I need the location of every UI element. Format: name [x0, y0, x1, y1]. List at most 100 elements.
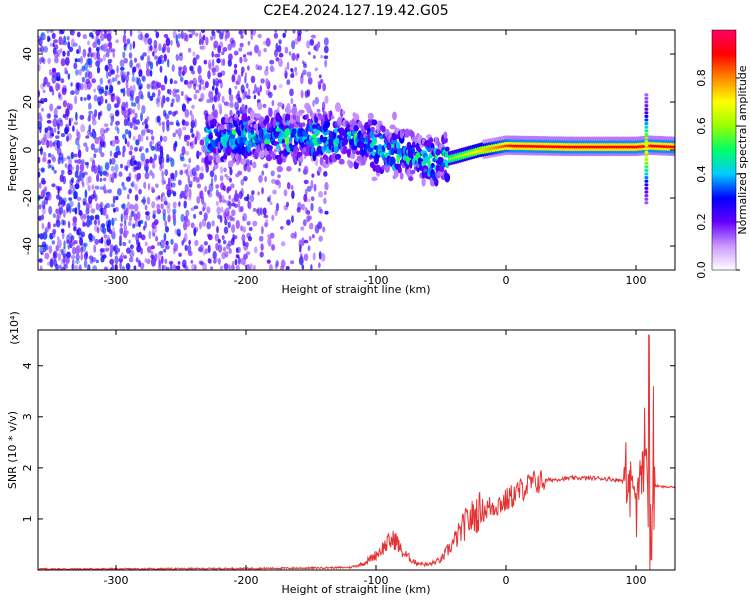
- heatmap-cell: [136, 211, 141, 221]
- heatmap-cell: [141, 129, 146, 136]
- heatmap-cell: [103, 266, 109, 270]
- heatmap-cell: [250, 30, 253, 35]
- heatmap-cell: [112, 77, 115, 83]
- heatmap-cell: [105, 99, 108, 104]
- heatmap-cell: [274, 30, 278, 33]
- heatmap-cell: [462, 147, 465, 152]
- heatmap-cell: [589, 136, 593, 141]
- heatmap-cell: [367, 147, 374, 153]
- heatmap-cell: [162, 43, 167, 52]
- heatmap-cell: [427, 158, 431, 168]
- heatmap-cell: [171, 64, 175, 72]
- heatmap-cell: [105, 70, 109, 79]
- heatmap-cell: [91, 30, 97, 32]
- heatmap-cell: [248, 201, 252, 210]
- heatmap-cell: [237, 74, 242, 84]
- heatmap-cell: [214, 87, 219, 96]
- heatmap-cell: [38, 258, 43, 263]
- heatmap-cell: [244, 72, 248, 78]
- heatmap-cell: [88, 102, 92, 110]
- heatmap-cell: [317, 221, 323, 230]
- heatmap-cell: [183, 232, 188, 242]
- heatmap-cell: [215, 184, 220, 189]
- heatmap-cell: [199, 211, 203, 215]
- heatmap-cell: [140, 31, 143, 41]
- heatmap-cell: [185, 192, 189, 198]
- heatmap-cell: [163, 180, 167, 185]
- heatmap-cell: [73, 153, 78, 158]
- heatmap-cell: [247, 40, 251, 46]
- heatmap-cell: [99, 165, 103, 174]
- heatmap-cell: [237, 97, 242, 104]
- heatmap-cell: [294, 71, 298, 76]
- x-tick-label: 100: [626, 274, 647, 287]
- heatmap-cell: [410, 169, 416, 175]
- heatmap-cell: [73, 240, 78, 245]
- heatmap-cell: [300, 226, 305, 231]
- heatmap-cell: [150, 129, 154, 135]
- y-tick-label: -20: [21, 189, 34, 207]
- heatmap-cell: [261, 226, 264, 235]
- heatmap-cell: [221, 95, 225, 104]
- heatmap-cell: [540, 136, 544, 141]
- heatmap-cell: [303, 193, 308, 203]
- heatmap-cell: [260, 207, 263, 216]
- heatmap-cell: [42, 89, 46, 94]
- heatmap-cell: [275, 202, 280, 212]
- heatmap-cell: [471, 144, 474, 150]
- heatmap-cell: [60, 78, 65, 84]
- heatmap-cell: [484, 139, 487, 144]
- heatmap-cell: [73, 225, 77, 232]
- heatmap-cell: [84, 189, 88, 199]
- heatmap-cell: [128, 150, 133, 156]
- heatmap-cell: [235, 254, 240, 259]
- heatmap-cell: [302, 219, 307, 227]
- heatmap-cell: [343, 145, 348, 155]
- heatmap-cell: [124, 137, 128, 145]
- heatmap-cell: [191, 167, 197, 177]
- heatmap-cell: [244, 241, 249, 248]
- heatmap-cell: [59, 119, 64, 127]
- heatmap-cell: [159, 59, 165, 65]
- heatmap-cell: [83, 259, 88, 269]
- y-tick-label: 2: [21, 464, 34, 471]
- heatmap-cell: [94, 185, 100, 190]
- heatmap-cell: [208, 155, 214, 161]
- heatmap-cell: [40, 214, 45, 221]
- heatmap-cell: [208, 90, 214, 100]
- heatmap-cell: [280, 226, 284, 230]
- heatmap-cell: [60, 30, 65, 35]
- heatmap-cell: [671, 136, 675, 141]
- heatmap-cell: [664, 136, 667, 141]
- heatmap-cell: [277, 102, 283, 107]
- heatmap-cell: [151, 228, 155, 236]
- heatmap-cell: [233, 192, 239, 202]
- heatmap-cell: [48, 159, 51, 164]
- heatmap-cell: [152, 214, 156, 219]
- heatmap-cell: [80, 212, 84, 220]
- heatmap-cell: [41, 107, 44, 112]
- heatmap-cell: [68, 157, 72, 167]
- heatmap-cell: [273, 148, 278, 153]
- heatmap-cell: [44, 186, 48, 192]
- heatmap-cell: [110, 115, 115, 123]
- heatmap-cell: [39, 116, 43, 123]
- heatmap-cell: [644, 100, 649, 104]
- heatmap-cell: [132, 102, 137, 107]
- heatmap-cell: [169, 78, 173, 85]
- heatmap-cell: [169, 121, 174, 126]
- heatmap-cell: [320, 54, 324, 59]
- heatmap-cell: [146, 128, 151, 134]
- heatmap-cell: [157, 195, 161, 200]
- heatmap-cell: [103, 123, 109, 128]
- heatmap-cell: [261, 187, 264, 195]
- heatmap-cell: [323, 55, 329, 59]
- heatmap-cell: [243, 57, 248, 63]
- heatmap-cell: [140, 112, 143, 122]
- heatmap-cell: [81, 76, 86, 83]
- heatmap-cell: [257, 65, 263, 71]
- heatmap-cell: [52, 250, 58, 259]
- heatmap-cell: [223, 240, 227, 245]
- heatmap-cell: [87, 184, 91, 192]
